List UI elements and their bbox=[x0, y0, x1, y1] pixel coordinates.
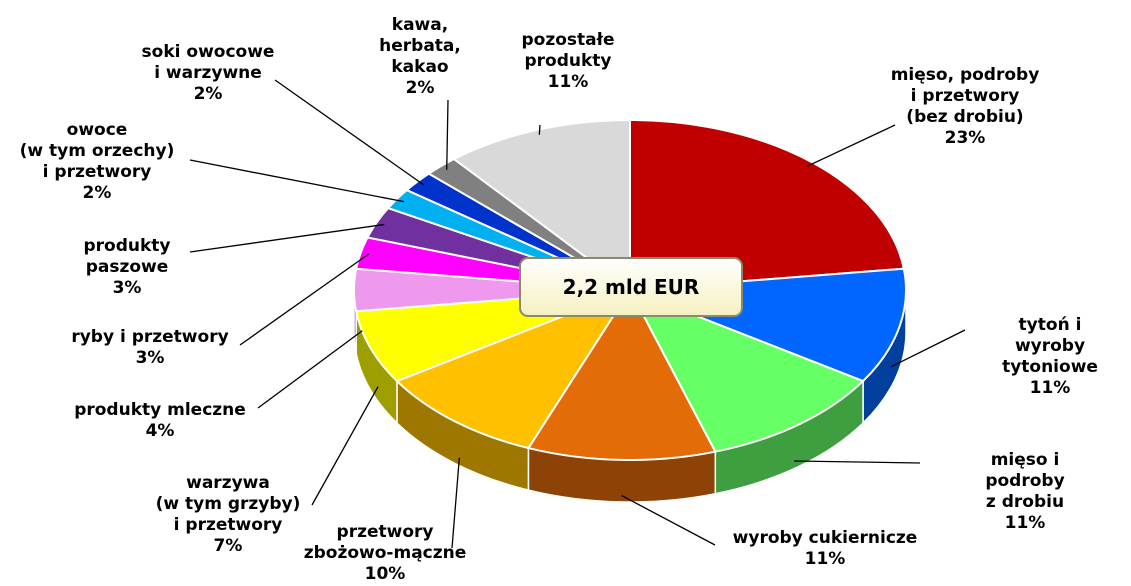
category-label: kawa, herbata, kakao bbox=[379, 15, 461, 77]
leader-line bbox=[311, 386, 379, 506]
value-label: 7% bbox=[213, 536, 243, 556]
value-label: 3% bbox=[135, 348, 165, 368]
value-label: 2% bbox=[82, 183, 112, 203]
leader-line bbox=[806, 124, 896, 167]
slice bbox=[452, 118, 631, 292]
leader-line bbox=[257, 330, 363, 409]
category-label: przetwory zbożowo-mączne bbox=[303, 522, 467, 563]
category-label: warzywa (w tym grzyby) i przetwory bbox=[155, 473, 301, 535]
value-label: 11% bbox=[1004, 513, 1046, 533]
value-label: 3% bbox=[112, 278, 142, 298]
slice-label: produkty mleczne 4% bbox=[74, 400, 246, 442]
slice-label: tytoń i wyroby tytoniowe 11% bbox=[1002, 315, 1098, 399]
leader-line bbox=[794, 460, 921, 464]
category-label: owoce (w tym orzechy) i przetwory bbox=[19, 120, 175, 182]
slice bbox=[629, 118, 906, 292]
value-label: 11% bbox=[1029, 378, 1071, 398]
category-label: soki owocowe i warzywne bbox=[141, 42, 275, 83]
slice-label: ryby i przetwory 3% bbox=[71, 327, 228, 369]
value-label: 11% bbox=[547, 72, 589, 92]
value-label: 4% bbox=[145, 421, 175, 441]
leader-line bbox=[621, 494, 716, 546]
slice-label: mięso, podroby i przetwory (bez drobiu) 2… bbox=[891, 65, 1040, 149]
value-label: 23% bbox=[944, 128, 986, 148]
leader-line bbox=[890, 329, 966, 368]
leader-line bbox=[451, 457, 460, 549]
category-label: produkty mleczne bbox=[74, 400, 246, 420]
value-label: 2% bbox=[193, 84, 223, 104]
slice-label: soki owocowe i warzywne 2% bbox=[142, 42, 275, 105]
slice-label: kawa, herbata, kakao 2% bbox=[379, 15, 461, 99]
leader-line bbox=[239, 253, 370, 346]
category-label: mięso i podroby z drobiu bbox=[985, 450, 1065, 512]
slice-label: mięso i podroby z drobiu 11% bbox=[972, 450, 1078, 534]
slice bbox=[395, 287, 633, 450]
category-label: pozostałe produkty bbox=[521, 30, 615, 71]
total-box bbox=[519, 257, 743, 317]
leader-line bbox=[274, 79, 425, 186]
slice-label: owoce (w tym orzechy) i przetwory 2% bbox=[20, 120, 175, 204]
leader-line bbox=[189, 159, 405, 203]
total-label: 2,2 mld EUR bbox=[563, 275, 700, 299]
slice-label: produkty paszowe 3% bbox=[83, 236, 170, 299]
slice-label: warzywa (w tym grzyby) i przetwory 7% bbox=[156, 473, 301, 557]
slice bbox=[526, 288, 717, 461]
leader-line bbox=[538, 124, 541, 135]
slice-label: przetwory zbożowo-mączne 10% bbox=[304, 522, 467, 585]
leader-line bbox=[446, 99, 449, 170]
slice-label: wyroby cukiernicze 11% bbox=[733, 528, 918, 570]
category-label: wyroby cukiernicze bbox=[732, 528, 918, 548]
value-label: 11% bbox=[804, 549, 846, 569]
slice bbox=[627, 288, 865, 453]
category-label: tytoń i wyroby tytoniowe bbox=[1002, 315, 1098, 377]
slice-label: pozostałe produkty 11% bbox=[522, 30, 615, 93]
value-label: 2% bbox=[405, 78, 435, 98]
leader-line bbox=[189, 223, 385, 253]
category-label: mięso, podroby i przetwory (bez drobiu) bbox=[890, 65, 1040, 127]
value-label: 10% bbox=[364, 564, 406, 584]
category-label: produkty paszowe bbox=[83, 236, 171, 277]
category-label: ryby i przetwory bbox=[71, 327, 229, 347]
